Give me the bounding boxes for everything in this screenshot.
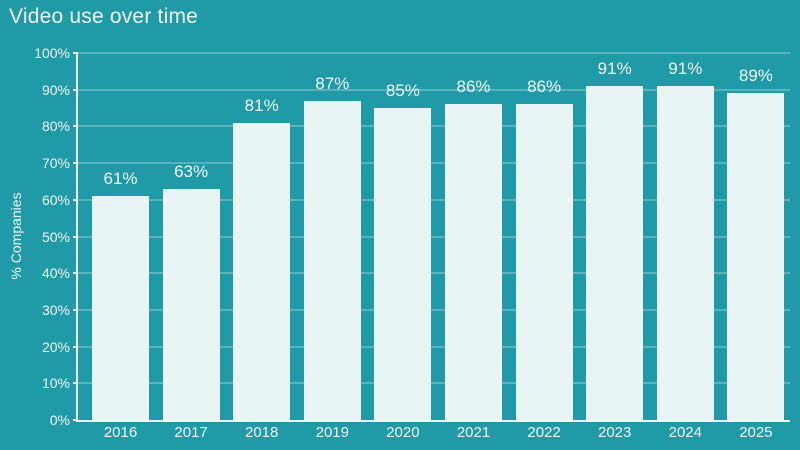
bar-value-label: 61% (103, 169, 138, 189)
y-tick-label: 20% (41, 338, 70, 355)
x-tick-label: 2025 (739, 424, 773, 441)
y-tick-label: 10% (41, 375, 70, 392)
x-axis-line (76, 420, 790, 422)
gridline (78, 382, 790, 385)
chart-title: Video use over time (9, 5, 199, 28)
x-tick-label: 2021 (456, 424, 491, 441)
y-tick-label: 0% (49, 412, 70, 428)
x-tick-label: 2016 (103, 424, 138, 441)
y-tick-label: 70% (41, 155, 70, 172)
x-tick-label: 2022 (527, 424, 561, 441)
y-axis-tick (73, 125, 78, 128)
y-axis-tick (73, 198, 78, 201)
y-tick-label: 60% (41, 191, 70, 208)
x-tick-label: 2017 (174, 424, 208, 441)
y-tick-label: 100% (34, 45, 70, 61)
plot-area: 61% 63% 81% 87% 85% 86% 86% 91% 91% 89% (73, 52, 790, 422)
x-tick-label: 2024 (668, 424, 702, 441)
bar-2022 (515, 104, 573, 420)
y-axis-tick (73, 419, 78, 421)
y-axis-tick (73, 382, 78, 385)
y-axis-tick (73, 162, 78, 165)
gridline (78, 198, 790, 201)
gridline (78, 125, 790, 128)
gridline (78, 272, 790, 275)
y-axis-tick (73, 52, 78, 54)
bar-2020 (374, 108, 432, 420)
x-tick-label: 2020 (386, 424, 420, 441)
x-tick-label: 2018 (245, 424, 279, 441)
gridline (78, 162, 790, 165)
bar-value-label: 63% (174, 161, 209, 181)
bar-2024 (656, 86, 714, 420)
gridline (78, 235, 790, 238)
gridline (78, 52, 790, 54)
y-axis-tick (73, 345, 78, 348)
y-tick-label: 90% (41, 81, 70, 98)
x-tick-label: 2019 (315, 424, 349, 441)
bar-value-label: 89% (738, 66, 773, 86)
y-axis-tick (73, 235, 78, 238)
gridline (78, 88, 790, 91)
x-tick-label: 2023 (598, 424, 632, 441)
bar-value-label: 91% (597, 59, 632, 79)
bar-2019 (303, 100, 361, 420)
bar-value-label: 91% (668, 59, 703, 79)
y-axis-tick (73, 308, 78, 311)
bar-value-label: 86% (527, 77, 562, 97)
y-tick-label: 40% (41, 265, 70, 282)
y-axis-tick (73, 88, 78, 91)
bar-value-label: 85% (385, 81, 420, 101)
y-tick-label: 80% (41, 118, 70, 135)
bar-2016 (92, 196, 149, 420)
bar-2021 (445, 104, 502, 420)
bar-2017 (162, 188, 220, 420)
gridline (78, 345, 790, 348)
bar-2023 (586, 86, 644, 420)
y-tick-label: 50% (41, 228, 70, 245)
bar-value-label: 87% (315, 73, 350, 93)
bar-2025 (727, 93, 785, 420)
bar-value-label: 86% (456, 77, 491, 97)
bar-value-label: 81% (244, 95, 279, 115)
y-tick-label: 30% (41, 301, 70, 318)
gridline (78, 308, 790, 311)
y-axis-tick (73, 272, 78, 275)
y-axis-line (76, 52, 78, 422)
bar-2018 (233, 122, 291, 420)
